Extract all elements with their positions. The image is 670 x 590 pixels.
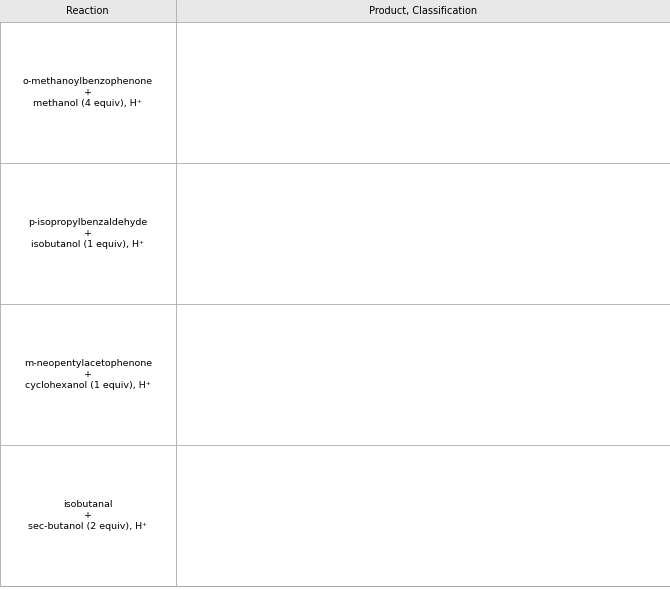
Text: +: + bbox=[84, 88, 92, 97]
Text: isobutanal: isobutanal bbox=[63, 500, 113, 509]
Text: +: + bbox=[84, 511, 92, 520]
Text: +: + bbox=[84, 229, 92, 238]
Text: Product, Classification: Product, Classification bbox=[369, 6, 477, 16]
Text: isobutanol (1 equiv), H⁺: isobutanol (1 equiv), H⁺ bbox=[31, 240, 144, 249]
Bar bbox=[0, 0, 670, 22]
Text: p-isopropylbenzaldehyde: p-isopropylbenzaldehyde bbox=[28, 218, 147, 227]
Text: o-methanoylbenzophenone: o-methanoylbenzophenone bbox=[23, 77, 153, 86]
Text: cyclohexanol (1 equiv), H⁺: cyclohexanol (1 equiv), H⁺ bbox=[25, 381, 151, 390]
Text: m-neopentylacetophenone: m-neopentylacetophenone bbox=[23, 359, 152, 368]
Text: methanol (4 equiv), H⁺: methanol (4 equiv), H⁺ bbox=[34, 99, 142, 108]
Text: sec-butanol (2 equiv), H⁺: sec-butanol (2 equiv), H⁺ bbox=[28, 522, 147, 531]
Text: Reaction: Reaction bbox=[66, 6, 109, 16]
Text: +: + bbox=[84, 370, 92, 379]
